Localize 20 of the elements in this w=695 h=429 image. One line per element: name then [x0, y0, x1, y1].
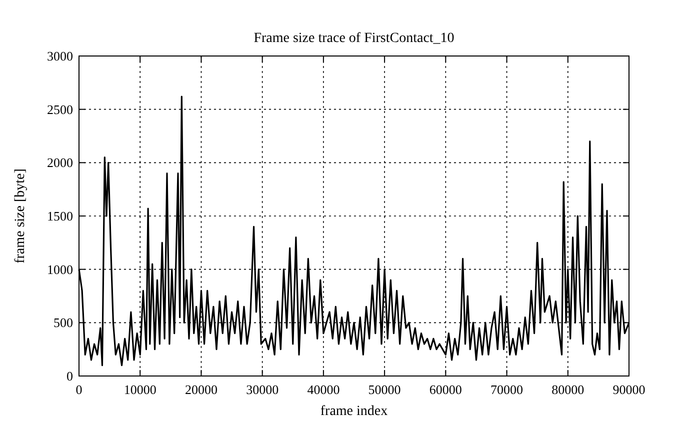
x-tick-label: 30000: [246, 382, 279, 397]
x-tick-label: 80000: [552, 382, 584, 397]
y-tick-label: 2000: [47, 155, 73, 170]
x-tick-label: 40000: [307, 382, 340, 397]
chart-title: Frame size trace of FirstContact_10: [254, 31, 454, 46]
y-tick-label: 1500: [47, 208, 73, 224]
x-tick-label: 50000: [368, 382, 401, 397]
x-axis-title: frame index: [320, 404, 388, 419]
y-tick-label: 0: [66, 368, 73, 384]
y-tick-label: 3000: [47, 48, 73, 64]
x-tick-label: 10000: [124, 382, 156, 397]
x-tick-label: 20000: [184, 382, 218, 397]
x-tick-label: 60000: [429, 382, 462, 397]
y-tick-label: 2500: [47, 102, 73, 117]
y-axis-title: frame size [byte]: [13, 168, 28, 264]
x-tick-label: 70000: [490, 382, 524, 397]
y-tick-label: 500: [54, 315, 73, 330]
x-tick-label: 0: [76, 382, 82, 397]
y-tick-label: 1000: [47, 262, 73, 277]
x-tick-label: 90000: [612, 382, 646, 397]
